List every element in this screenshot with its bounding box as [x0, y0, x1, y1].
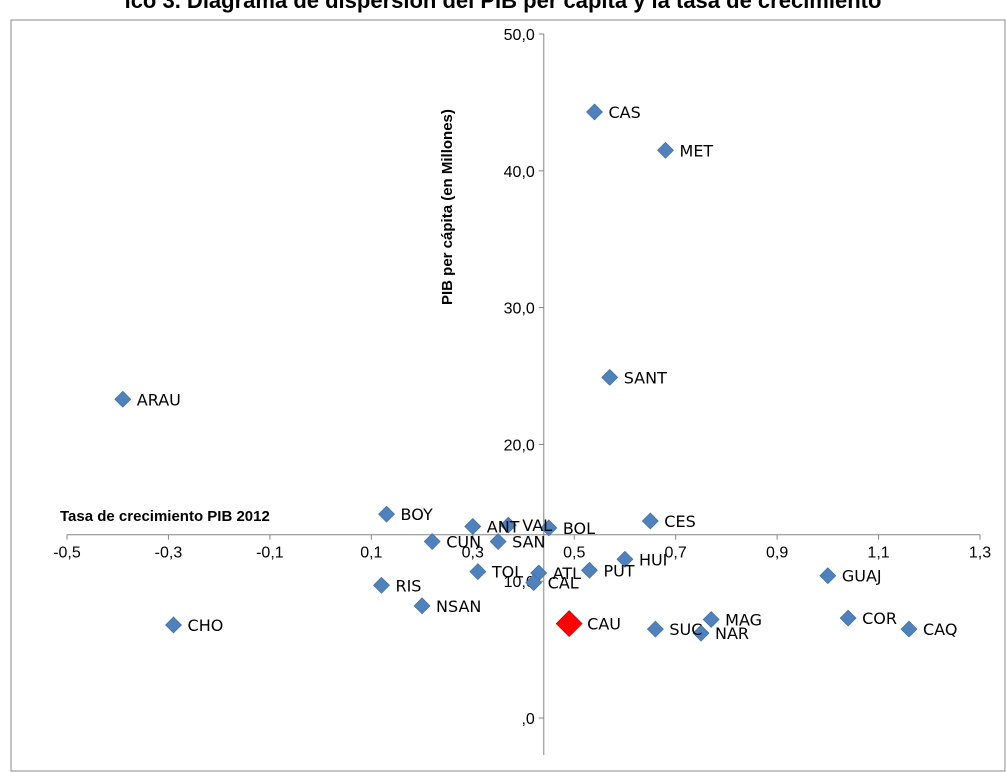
- x-axis-title: Tasa de crecimiento PIB 2012: [60, 508, 270, 525]
- point-label-nar: NAR: [715, 624, 749, 643]
- x-tick-label: 0,5: [563, 545, 585, 562]
- data-point-arau: [114, 390, 132, 408]
- point-label-arau: ARAU: [137, 390, 181, 409]
- y-tick-label: 30,0: [504, 301, 535, 318]
- point-label-nsan: NSAN: [436, 597, 481, 616]
- point-label-caq: CAQ: [923, 620, 957, 639]
- point-label-mag: MAG: [725, 611, 762, 630]
- data-point-ris: [373, 576, 390, 594]
- point-label-san: SAN: [512, 533, 545, 552]
- data-point-mag: [702, 611, 720, 628]
- y-tick-label: 10,0: [504, 574, 535, 591]
- data-point-cho: [165, 616, 182, 634]
- y-tick-label: 20,0: [504, 437, 535, 454]
- y-tick-label: 50,0: [504, 27, 535, 44]
- data-point-san: [489, 533, 507, 550]
- point-label-boy: BOY: [401, 505, 433, 524]
- point-label-ces: CES: [664, 512, 695, 531]
- point-label-ris: RIS: [395, 576, 421, 595]
- point-label-cas: CAS: [609, 103, 641, 122]
- data-points: [114, 103, 918, 642]
- y-tick-label: 40,0: [504, 164, 535, 181]
- data-point-caq: [900, 620, 918, 638]
- tick-labels: -0,5 -0,3 -0,1 0,1 0,3 0,5 0,7 0,9 1,1 1,3 ,0 10,0 2…: [53, 27, 991, 728]
- x-tick-label: 0,1: [360, 545, 382, 562]
- point-label-cor: COR: [862, 609, 897, 628]
- x-tick-label: -0,5: [53, 545, 81, 562]
- data-point-sant: [601, 368, 619, 386]
- point-label-put: PUT: [603, 561, 634, 580]
- data-point-cas: [586, 103, 603, 121]
- point-label-bol: BOL: [563, 519, 595, 538]
- x-tick-label: 0,7: [665, 545, 687, 562]
- x-tick-label: -0,3: [155, 545, 183, 562]
- axes: [67, 34, 980, 755]
- data-point-boy: [378, 505, 395, 523]
- point-label-ant: ANT: [487, 517, 520, 536]
- point-label-cho: CHO: [188, 616, 224, 635]
- data-point-ant: [464, 518, 482, 535]
- data-point-guaj: [819, 567, 837, 585]
- data-point-tol: [469, 563, 487, 581]
- data-point-suc: [646, 620, 664, 638]
- point-label-cal: CAL: [548, 574, 579, 593]
- x-tick-label: 1,1: [867, 545, 889, 562]
- x-tick-label: 0,9: [766, 545, 788, 562]
- data-point-met: [657, 141, 674, 159]
- point-label-tol: TOL: [491, 563, 523, 582]
- data-point-nsan: [413, 597, 431, 615]
- data-point-cun: [423, 533, 441, 550]
- point-label-cun: CUN: [446, 533, 481, 552]
- plot-frame: [10, 19, 1006, 772]
- data-point-nar: [692, 624, 710, 642]
- x-tick-label: 0,3: [462, 545, 484, 562]
- y-tick-label: ,0: [521, 711, 534, 728]
- data-point-cau: [555, 610, 583, 638]
- point-label-cau: CAU: [587, 615, 621, 634]
- point-labels: CAS MET SANT ARAU BOY ANT VAL BOL CES CUN SAN HUI TO…: [137, 103, 958, 643]
- point-label-val: VAL: [522, 516, 552, 535]
- y-axis-title: PIB per cápita (en Millones): [439, 109, 456, 305]
- point-label-guaj: GUAJ: [842, 567, 882, 586]
- point-label-met: MET: [680, 141, 714, 160]
- data-point-val: [499, 516, 517, 534]
- point-label-suc: SUC: [669, 620, 702, 639]
- plot-area-border: [10, 19, 1006, 772]
- point-label-sant: SANT: [624, 368, 667, 387]
- data-point-bol: [540, 519, 558, 537]
- data-point-ces: [641, 512, 659, 530]
- data-point-hui: [616, 550, 634, 568]
- data-point-put: [581, 561, 598, 579]
- x-tick-label: -0,1: [256, 545, 284, 562]
- point-label-atl: ATL: [553, 564, 581, 583]
- point-label-hui: HUI: [639, 550, 667, 569]
- x-tick-label: 1,3: [969, 545, 991, 562]
- data-point-cor: [839, 609, 857, 627]
- data-point-cal: [525, 574, 543, 591]
- page-title: ico 3. Diagrama de dispersión del PIB pe…: [124, 0, 882, 13]
